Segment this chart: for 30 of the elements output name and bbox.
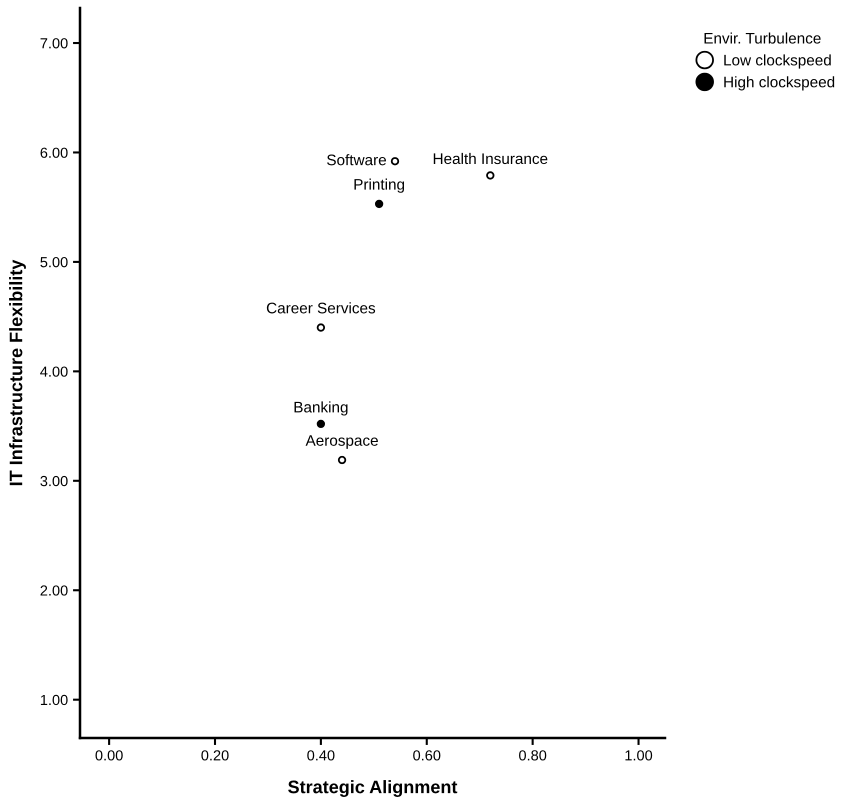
annotation: Health Insurance	[434, 152, 548, 164]
y-tick-label: 1.00	[40, 694, 68, 706]
annotation: Software	[327, 154, 386, 166]
y-tick-label: 4.00	[40, 366, 68, 377]
point	[486, 171, 494, 180]
x-tick-label: 0.40	[307, 750, 335, 761]
point	[338, 456, 346, 464]
annotation: Banking	[294, 401, 348, 416]
annotation: Aerospace	[306, 435, 378, 449]
y-tick-label: 7.00	[40, 38, 68, 48]
y-tick-label: 5.00	[40, 257, 68, 268]
y-tick-label: 3.00	[40, 476, 68, 486]
annotation: Career Services	[266, 302, 376, 314]
x-tick-label: 0.00	[95, 750, 123, 761]
legend-title: Envir. Turbulence	[704, 32, 821, 44]
x-tick-label: 0.60	[413, 750, 440, 761]
point	[316, 420, 326, 428]
point	[374, 200, 384, 208]
x-tick-label: 0.80	[519, 750, 546, 761]
legend-label: High clockspeed	[724, 76, 834, 90]
y-tick-label: 6.00	[40, 148, 68, 158]
legend-label: Low clockspeed	[724, 54, 831, 69]
x-tick-label: 0.20	[201, 750, 229, 761]
x-axis-title: Strategic Alignment	[288, 780, 458, 797]
point	[390, 157, 400, 166]
x-tick-label: 1.00	[625, 750, 652, 761]
y-tick-label: 2.00	[40, 585, 68, 596]
annotation: Printing	[354, 178, 404, 193]
y-axis-title: IT Infrastructure Flexibility	[9, 260, 26, 486]
point	[316, 323, 326, 332]
